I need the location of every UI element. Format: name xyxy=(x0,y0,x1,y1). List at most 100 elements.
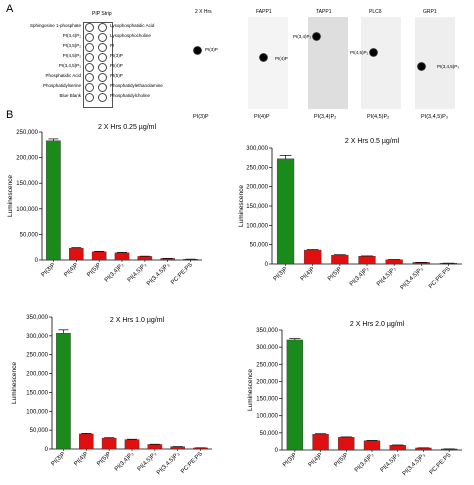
y-tick-label: 200,000 xyxy=(256,379,278,385)
bar xyxy=(46,140,61,261)
pip-strip-dot xyxy=(85,63,94,72)
x-tick-label: PI(3,4)P₂ xyxy=(114,451,136,473)
pip-strip-dot xyxy=(98,43,107,52)
bar xyxy=(78,433,94,450)
x-tick-label: PI(4)P xyxy=(63,262,79,278)
bar xyxy=(385,259,403,265)
pip-strip-left-label: Sphingosine 1-phosphate xyxy=(29,23,81,28)
blot-spot-label: PI(3)P xyxy=(205,47,218,52)
x-tick-label: PI(3,4,5)P₃ xyxy=(400,266,425,291)
bar xyxy=(338,437,355,451)
y-tick-label: 100,000 xyxy=(26,409,48,415)
y-tick-label: 200,000 xyxy=(16,156,38,162)
bar xyxy=(147,444,163,450)
pip-strip-right-label: Lysophosphatidic Acid xyxy=(110,23,155,28)
y-tick-label: 350,000 xyxy=(26,315,48,321)
y-axis-label: Luminescence xyxy=(11,362,18,404)
bar xyxy=(68,248,84,261)
y-tick-label: 350,000 xyxy=(256,328,278,334)
x-tick-label: PI(5)P xyxy=(86,262,102,278)
x-tick-label: PI(4)P xyxy=(308,452,324,468)
x-tick-label: PI(4,5)P₂ xyxy=(127,262,149,284)
pip-strip-left-label: PI(3,5)P₂ xyxy=(62,43,81,48)
y-tick-label: 150,000 xyxy=(16,181,38,187)
bar xyxy=(56,333,71,450)
y-tick-label: 50,000 xyxy=(260,431,279,437)
y-tick-label: 150,000 xyxy=(246,204,268,210)
bar xyxy=(170,446,185,450)
pip-strip-left-label: Phosphatidylserine xyxy=(42,83,81,88)
y-tick-label: 100,000 xyxy=(256,414,278,420)
x-tick-label: PI(3,4,5)P₃ xyxy=(402,452,427,477)
y-tick-label: 250,000 xyxy=(256,362,278,368)
blot-spot xyxy=(193,46,202,55)
x-tick-label: PI(5)P xyxy=(96,451,112,467)
pip-strip-dot xyxy=(85,33,94,42)
pip-strip-dot xyxy=(98,83,107,92)
pip-strip-dot xyxy=(85,43,94,52)
blot-title: PLCδ xyxy=(369,9,382,15)
y-tick-label: 150,000 xyxy=(26,390,48,396)
y-tick-label: 50,000 xyxy=(20,232,39,238)
blot-image xyxy=(361,17,401,109)
pip-strip-dot xyxy=(98,63,107,72)
pip-strip-left-label: PI(3,4)P₂ xyxy=(62,33,81,38)
bar xyxy=(276,158,295,265)
x-tick-label: PC:PE:PS xyxy=(429,452,453,476)
bar xyxy=(91,251,107,261)
bar xyxy=(137,256,153,261)
blot-title: TAPP1 xyxy=(316,9,332,15)
x-tick-label: PI(3,4,5)P₃ xyxy=(146,262,171,287)
y-tick-label: 300,000 xyxy=(26,334,48,340)
y-tick-label: 0 xyxy=(275,448,279,454)
x-tick-label: PC:PE:PS xyxy=(428,266,452,290)
blot-image xyxy=(248,17,288,109)
x-tick-label: PI(3)P xyxy=(273,266,289,282)
bar xyxy=(286,339,304,451)
blot-spot xyxy=(417,62,426,71)
x-tick-label: PC:PE:PS xyxy=(180,451,204,475)
y-tick-label: 200,000 xyxy=(246,185,268,191)
pip-strip-dot xyxy=(85,73,94,82)
pip-strip-dot xyxy=(85,93,94,102)
blot-spot xyxy=(369,48,378,57)
x-tick-label: PI(3,4)P₂ xyxy=(349,266,371,288)
panel-letter-a: A xyxy=(6,3,14,15)
bar xyxy=(389,445,406,451)
pip-strip-right-label: PI(3)P xyxy=(110,53,123,58)
y-tick-label: 100,000 xyxy=(246,223,268,229)
pip-strip-dot xyxy=(98,73,107,82)
y-tick-label: 0 xyxy=(265,262,269,268)
blot-spot xyxy=(312,32,321,41)
panel-letter-b: B xyxy=(6,109,14,121)
pip-strip-left-label: Phosphatidic Acid xyxy=(45,73,81,78)
pip-strip-left-label: PI(4,5)P₂ xyxy=(62,53,81,58)
x-tick-label: PI(3)P xyxy=(282,452,298,468)
y-tick-label: 50,000 xyxy=(250,243,269,249)
bar xyxy=(312,434,329,451)
x-tick-label: PI(3,4)P₂ xyxy=(104,262,126,284)
bar xyxy=(124,439,140,450)
pip-strip-title: PIP Strip xyxy=(92,11,112,17)
chart-title: 2 X Hrs 2.0 µg/ml xyxy=(350,321,405,328)
y-axis-label: Luminescence xyxy=(238,185,245,227)
y-tick-label: 250,000 xyxy=(16,130,38,136)
blot-bottom-label: PI(3,4)P₂ xyxy=(314,114,337,120)
y-tick-label: 200,000 xyxy=(26,372,48,378)
x-tick-label: PI(3,4,5)P₃ xyxy=(156,451,181,476)
blot-image xyxy=(187,17,227,109)
pip-strip-dot xyxy=(98,23,107,32)
pip-strip-dot xyxy=(85,23,94,32)
blot-title: FAPP1 xyxy=(256,9,272,15)
x-tick-label: PI(4,5)P₂ xyxy=(380,452,402,474)
blot-bottom-label: PI(3)P xyxy=(193,114,209,120)
blot-title: GRP1 xyxy=(423,9,437,15)
blot-spot-label: PI(4,5)P₂ xyxy=(350,50,369,55)
chart-title: 2 X Hrs 0.25 µg/ml xyxy=(98,124,157,131)
x-tick-label: PI(3)P xyxy=(51,451,67,467)
bar xyxy=(101,437,117,450)
bar xyxy=(358,256,376,265)
pip-strip-dot xyxy=(98,93,107,102)
bar xyxy=(304,249,322,265)
